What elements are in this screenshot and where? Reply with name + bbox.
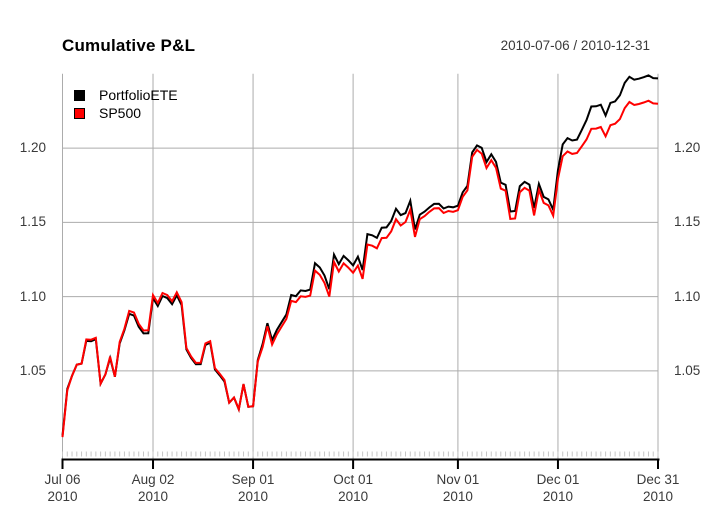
portfolioete-swatch-icon [74, 89, 85, 101]
date-range-label: 2010-07-06 / 2010-12-31 [500, 38, 650, 53]
portfolioete-line [61, 74, 659, 436]
x-axis-label: Dec 01 2010 [526, 471, 590, 505]
sp500-swatch-icon [74, 107, 85, 119]
x-axis-label-year: 2010 [338, 489, 369, 504]
x-axis-label-date: Nov 01 [436, 472, 480, 487]
x-axis-label-date: Sep 01 [231, 472, 275, 487]
x-axis-label-year: 2010 [542, 489, 573, 504]
chart-title: Cumulative P&L [62, 36, 196, 55]
sp500-label: SP500 [99, 105, 142, 121]
y-axis-label-right: 1.20 [674, 140, 701, 156]
x-axis-label-date: Dec 01 [536, 472, 580, 487]
sp500-line [61, 99, 659, 438]
legend-item-portfolioete: PortfolioETE [74, 86, 178, 104]
x-axis-label-year: 2010 [442, 489, 473, 504]
y-axis-label-right: 1.05 [674, 362, 701, 378]
y-axis-label-left: 1.05 [19, 362, 46, 378]
x-axis-label-date: Aug 02 [131, 472, 175, 487]
x-axis-label: Oct 01 2010 [321, 471, 385, 505]
legend-item-sp500: SP500 [74, 104, 178, 122]
x-axis-label-date: Oct 01 [333, 472, 373, 487]
y-axis-label-left: 1.15 [19, 214, 46, 230]
x-axis-label-date: Dec 31 [636, 472, 680, 487]
x-axis-label-year: 2010 [137, 489, 169, 504]
y-axis-label-right: 1.15 [674, 214, 701, 230]
x-axis-label: Dec 31 2010 [626, 471, 690, 505]
legend: PortfolioETE SP500 [74, 86, 178, 122]
x-axis-label-year: 2010 [47, 489, 78, 504]
x-axis-label: Aug 02 2010 [121, 471, 185, 505]
x-axis-label: Nov 01 2010 [426, 471, 490, 505]
y-axis-label-left: 1.10 [19, 288, 46, 304]
y-axis-label-right: 1.10 [674, 288, 701, 304]
x-axis-label-date: Jul 06 [44, 472, 81, 487]
y-axis-label-left: 1.20 [19, 140, 46, 156]
x-axis-label: Jul 06 2010 [31, 471, 95, 505]
x-axis-label-year: 2010 [642, 489, 674, 504]
x-axis-label-year: 2010 [238, 489, 269, 504]
portfolioete-label: PortfolioETE [99, 87, 178, 103]
x-axis-label: Sep 01 2010 [221, 471, 285, 505]
